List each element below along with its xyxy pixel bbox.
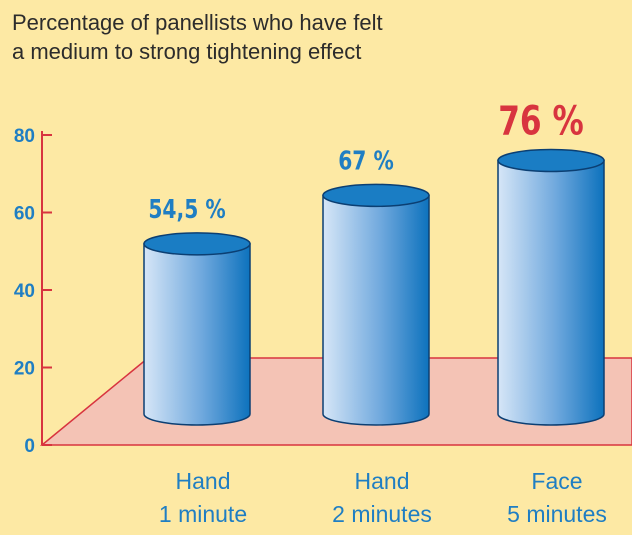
bar-body — [322, 194, 430, 426]
x-tick-label: Hand — [355, 468, 410, 494]
bar — [322, 183, 430, 426]
x-tick-label: 2 minutes — [332, 501, 432, 527]
chart-title-line-2: a medium to strong tightening effect — [12, 39, 362, 64]
chart-title-line-1: Percentage of panellists who have felt — [12, 10, 383, 35]
data-label: 76 % — [498, 99, 584, 145]
y-tick-label: 80 — [14, 126, 35, 147]
bar-top — [497, 148, 605, 173]
y-tick-label: 60 — [14, 204, 35, 225]
data-label: 54,5 % — [148, 194, 225, 224]
x-tick-label: 1 minute — [159, 501, 247, 527]
x-tick-label: 5 minutes — [507, 501, 607, 527]
bar — [497, 148, 605, 426]
bar-top — [322, 183, 430, 208]
data-label: 67 % — [338, 146, 394, 176]
x-tick-label: Face — [531, 468, 582, 494]
bar-body — [497, 159, 605, 426]
y-tick-label: 40 — [14, 281, 35, 302]
bar-top — [143, 232, 251, 256]
bar — [143, 232, 251, 426]
chart-title: Percentage of panellists who have felt a… — [12, 8, 612, 66]
y-tick-label: 20 — [14, 359, 35, 380]
y-tick-label: 0 — [24, 436, 35, 457]
x-tick-label: Hand — [176, 468, 231, 494]
bar-body — [143, 243, 251, 426]
